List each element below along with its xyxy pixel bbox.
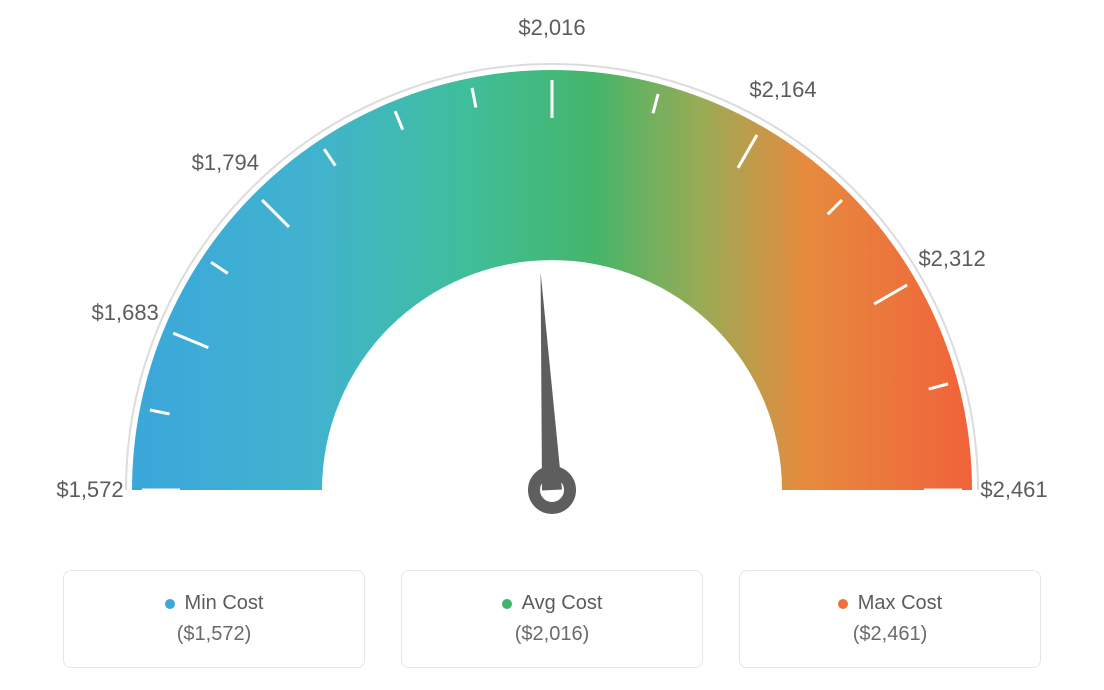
avg-cost-value: ($2,016)	[515, 623, 590, 646]
min-cost-header: Min Cost	[165, 592, 264, 615]
gauge-scale-label: $1,683	[92, 300, 159, 326]
legend-cards: Min Cost ($1,572) Avg Cost ($2,016) Max …	[0, 560, 1104, 668]
gauge-scale-label: $1,794	[192, 150, 259, 176]
max-cost-label: Max Cost	[858, 592, 942, 615]
min-cost-value: ($1,572)	[177, 623, 252, 646]
max-cost-header: Max Cost	[838, 592, 942, 615]
min-cost-dot-icon	[165, 599, 175, 609]
min-cost-label: Min Cost	[185, 592, 264, 615]
gauge-svg	[0, 0, 1104, 560]
gauge-scale-label: $2,461	[980, 477, 1047, 503]
max-cost-card: Max Cost ($2,461)	[739, 570, 1041, 668]
gauge-scale-label: $1,572	[56, 477, 123, 503]
avg-cost-header: Avg Cost	[502, 592, 603, 615]
gauge-scale-label: $2,164	[749, 77, 816, 103]
gauge-chart: $1,572 $1,683 $1,794 $2,016 $2,164 $2,312 $2,4…	[0, 0, 1104, 560]
max-cost-dot-icon	[838, 599, 848, 609]
gauge-scale-label: $2,312	[918, 246, 985, 272]
min-cost-card: Min Cost ($1,572)	[63, 570, 365, 668]
avg-cost-dot-icon	[502, 599, 512, 609]
max-cost-value: ($2,461)	[853, 623, 928, 646]
gauge-scale-label: $2,016	[518, 15, 585, 41]
avg-cost-card: Avg Cost ($2,016)	[401, 570, 703, 668]
avg-cost-label: Avg Cost	[522, 592, 603, 615]
